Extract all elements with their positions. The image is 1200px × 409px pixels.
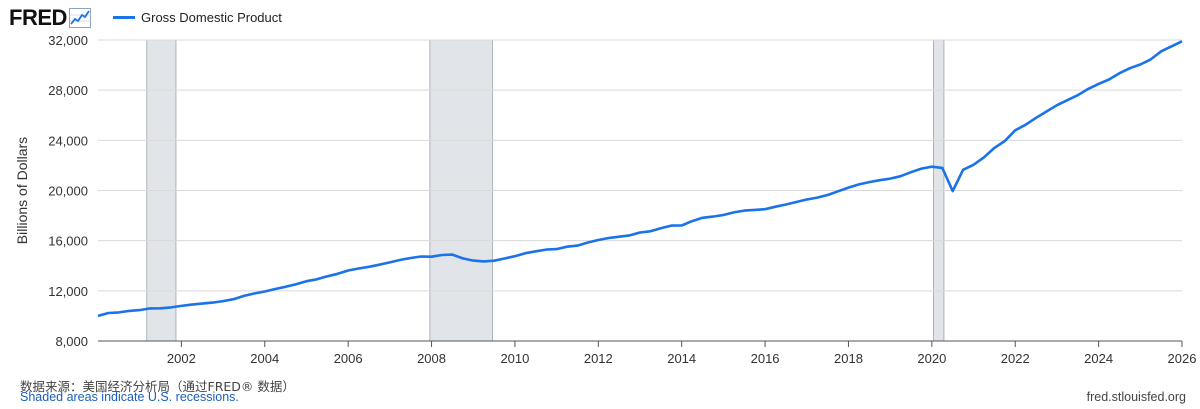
y-tick-label: 8,000 [55, 334, 88, 349]
y-tick-label: 32,000 [48, 33, 88, 48]
recession-note: Shaded areas indicate U.S. recessions. [20, 390, 239, 404]
y-tick-label: 16,000 [48, 234, 88, 249]
x-tick-label: 2002 [167, 351, 196, 366]
x-tick-label: 2022 [1001, 351, 1030, 366]
x-tick-label: 2024 [1084, 351, 1113, 366]
chart-header: FRED Gross Domestic Product [0, 0, 1200, 36]
x-tick-label: 2018 [834, 351, 863, 366]
y-tick-label: 24,000 [48, 133, 88, 148]
x-tick-label: 2010 [500, 351, 529, 366]
chart-legend: Gross Domestic Product [113, 10, 282, 25]
x-tick-label: 2004 [250, 351, 279, 366]
y-axis-ticks: 8,000 12,000 16,000 20,000 24,000 28,000 32,00… [48, 33, 88, 349]
gridlines [98, 39, 1182, 292]
source-note: 数据来源：美国经济分析局（通过FRED® 数据） [20, 379, 295, 394]
x-tick-label: 2016 [751, 351, 780, 366]
y-axis-label: Billions of Dollars [14, 137, 30, 244]
legend-label: Gross Domestic Product [141, 10, 282, 25]
x-tick-label: 2014 [667, 351, 696, 366]
x-axis-ticks: 2002 2004 2006 2008 2010 2012 2014 2016 2018 2020… [167, 341, 1197, 366]
legend-swatch [113, 16, 135, 19]
x-tick-label: 2026 [1168, 351, 1197, 366]
x-tick-label: 2012 [584, 351, 613, 366]
gdp-line-chart: 8,000 12,000 16,000 20,000 24,000 28,000 32,00… [14, 33, 1197, 366]
x-tick-label: 2006 [334, 351, 363, 366]
fred-logo[interactable]: FRED [9, 5, 91, 31]
line-chart-icon [68, 8, 91, 28]
gdp-series-line [97, 40, 1183, 318]
fred-url-link[interactable]: fred.stlouisfed.org [1086, 390, 1186, 404]
y-tick-label: 20,000 [48, 184, 88, 199]
y-tick-label: 28,000 [48, 83, 88, 98]
x-tick-label: 2008 [417, 351, 446, 366]
fred-logo-text: FRED [9, 5, 67, 30]
y-tick-label: 12,000 [48, 284, 88, 299]
x-tick-label: 2020 [917, 351, 946, 366]
